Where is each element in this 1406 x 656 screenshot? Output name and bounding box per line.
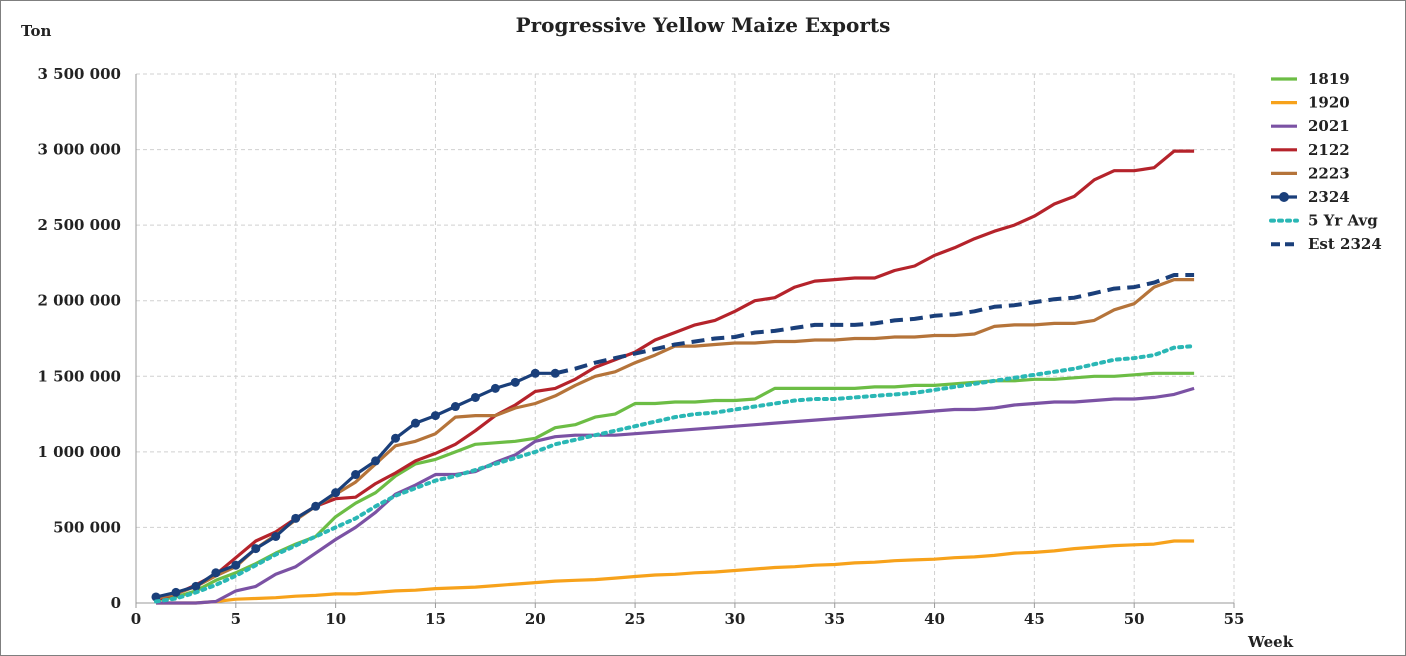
x-axis-label: Week [1247, 633, 1294, 651]
legend-label: 1819 [1308, 70, 1350, 88]
series-line [155, 371, 556, 599]
x-tick-label: 50 [1124, 610, 1145, 628]
x-tick-label: 40 [924, 610, 945, 628]
series-line [154, 344, 1197, 604]
data-point [311, 501, 321, 511]
series-line [156, 539, 1195, 605]
series-2324 [151, 368, 560, 602]
data-point [331, 488, 341, 498]
x-tick-label: 5 [231, 610, 241, 628]
data-point [410, 418, 420, 428]
series-2021 [156, 386, 1195, 605]
series-line [155, 371, 1195, 602]
legend-label: 5 Yr Avg [1308, 212, 1378, 230]
legend-item: 5 Yr Avg [1269, 212, 1378, 230]
data-point [450, 402, 460, 412]
y-tick-label: 1 500 000 [37, 367, 121, 385]
x-tick-label: 35 [824, 610, 845, 628]
series-lines [151, 149, 1197, 605]
series-line [156, 386, 1195, 605]
x-tick-label: 45 [1024, 610, 1045, 628]
axes: 0 500 000 1 000 000 1 500 000 2 000 000 2 500… [37, 65, 1244, 628]
data-point [470, 392, 480, 402]
x-tick-label: 10 [325, 610, 346, 628]
x-tick-label: 15 [425, 610, 446, 628]
series-1920 [156, 539, 1195, 605]
data-point [391, 433, 401, 443]
y-tick-label: 3 500 000 [37, 65, 121, 83]
legend-item: 2324 [1271, 188, 1350, 206]
series-5-yr-avg [154, 344, 1197, 604]
data-point [231, 560, 241, 570]
legend-item: 2122 [1271, 141, 1350, 159]
series-est-2324 [554, 273, 1195, 376]
data-point [211, 568, 221, 578]
y-tick-label: 0 [111, 594, 121, 612]
series-1819 [155, 371, 1195, 602]
y-axis-label: Ton [21, 22, 51, 40]
legend-item: 2021 [1271, 117, 1350, 135]
x-tick-label: 20 [525, 610, 546, 628]
legend-label: 2223 [1308, 164, 1350, 182]
legend-label: 1920 [1308, 94, 1350, 112]
data-point [291, 513, 301, 523]
data-point [251, 544, 261, 554]
x-tick-label: 25 [625, 610, 646, 628]
legend-item: Est 2324 [1271, 235, 1382, 253]
x-tick-label: 30 [724, 610, 745, 628]
grid [136, 73, 1235, 603]
legend-label: 2324 [1308, 188, 1350, 206]
data-point [490, 383, 500, 393]
y-tick-label: 1 000 000 [37, 443, 121, 461]
data-point [530, 368, 540, 378]
y-tick-label: 2 000 000 [37, 292, 121, 310]
data-point [271, 531, 281, 541]
series-2122 [155, 149, 1195, 602]
legend: 1819 1920 2021 2122 2223 2324 5 Yr Avg Est 2324 [1269, 70, 1382, 253]
legend-label: Est 2324 [1308, 235, 1382, 253]
legend-item: 1819 [1271, 70, 1350, 88]
legend-item: 1920 [1271, 94, 1350, 112]
data-point [430, 411, 440, 421]
legend-marker [1279, 192, 1289, 202]
legend-item: 2223 [1271, 164, 1350, 182]
data-point [510, 377, 520, 387]
data-point [191, 581, 201, 591]
chart-title: Progressive Yellow Maize Exports [516, 13, 891, 37]
y-tick-label: 3 000 000 [37, 141, 121, 159]
legend-label: 2122 [1308, 141, 1350, 159]
y-tick-label: 500 000 [53, 518, 121, 536]
x-tick-label: 0 [131, 610, 141, 628]
series-line [554, 273, 1195, 376]
series-line [155, 149, 1195, 602]
data-point [171, 587, 181, 597]
data-point [351, 470, 361, 480]
data-point [371, 456, 381, 466]
y-tick-label: 2 500 000 [37, 216, 121, 234]
legend-label: 2021 [1308, 117, 1350, 135]
x-tick-label: 55 [1224, 610, 1245, 628]
